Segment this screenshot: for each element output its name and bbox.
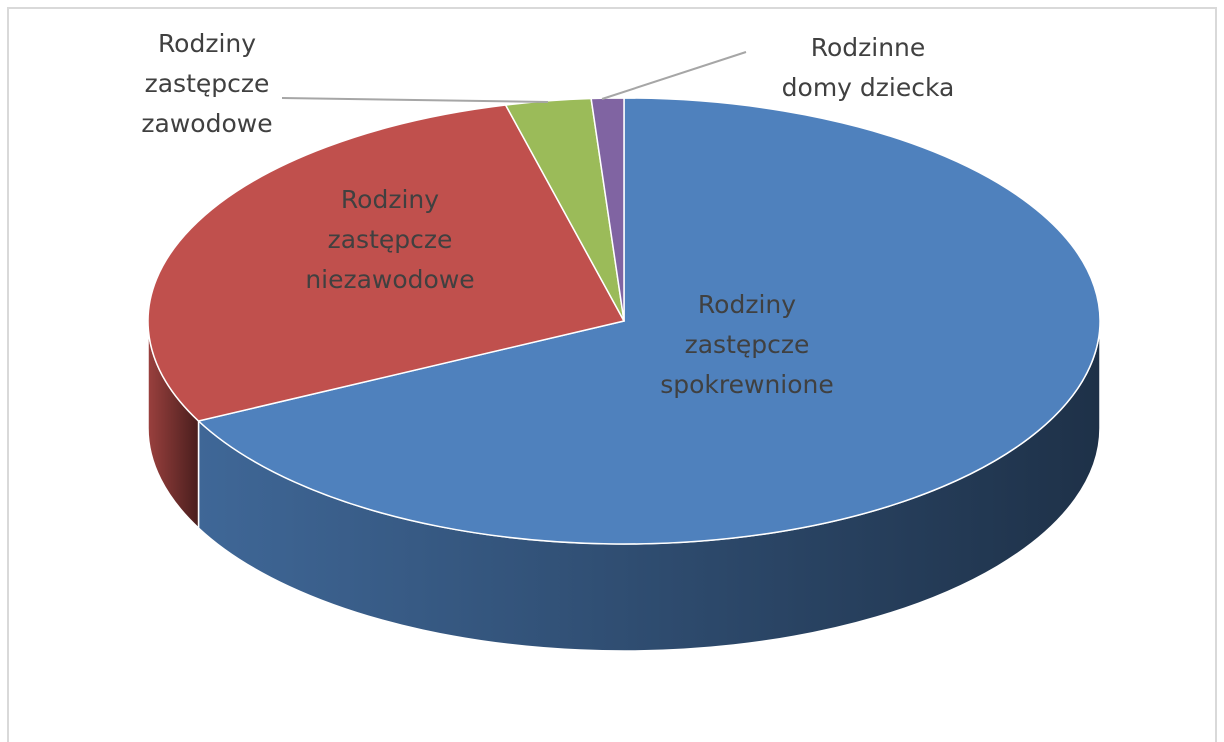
leader-line bbox=[281, 97, 549, 103]
chart-frame bbox=[7, 7, 1217, 742]
slice-label: Rodziny zastępcze niezawodowe bbox=[305, 185, 475, 294]
slice-label: Rodziny zastępcze spokrewnione bbox=[660, 290, 834, 399]
leader-line bbox=[601, 51, 747, 100]
slice-label: Rodzinne domy dziecka bbox=[781, 33, 955, 102]
pie-slice bbox=[196, 97, 1101, 545]
slice-label: Rodziny zastępcze zawodowe bbox=[141, 29, 273, 138]
pie-slice bbox=[147, 104, 626, 422]
